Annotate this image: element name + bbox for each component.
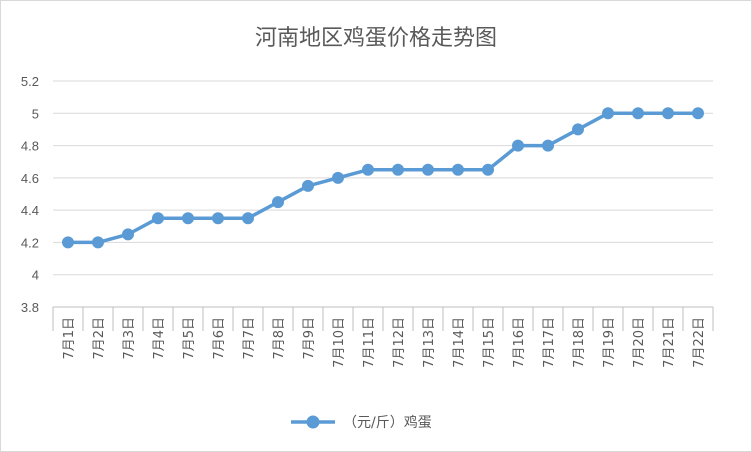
data-point[interactable]	[572, 123, 584, 136]
x-tick-label: 7月22日	[692, 317, 707, 368]
y-tick-label: 5.2	[21, 74, 39, 89]
gridlines	[53, 80, 713, 308]
x-tick-label: 7月16日	[512, 317, 527, 368]
data-point[interactable]	[422, 163, 434, 176]
y-tick-label: 4.6	[21, 171, 39, 186]
x-tick-label: 7月5日	[182, 317, 197, 360]
x-tick-label: 7月19日	[602, 317, 617, 368]
y-tick-label: 3.8	[21, 300, 39, 315]
x-tick-label: 7月12日	[392, 317, 407, 368]
data-point[interactable]	[542, 139, 554, 152]
x-tick-label: 7月20日	[632, 317, 647, 368]
y-tick-label: 4.2	[21, 235, 39, 250]
data-point[interactable]	[122, 228, 134, 241]
x-tick-label: 7月15日	[482, 317, 497, 368]
series-layer	[62, 107, 704, 249]
x-tick-label: 7月8日	[272, 317, 287, 360]
data-point[interactable]	[482, 163, 494, 176]
series-line-eggs	[66, 111, 700, 245]
y-tick-label: 4.8	[21, 139, 39, 154]
x-tick-label: 7月1日	[62, 317, 77, 360]
x-tick-label: 7月2日	[92, 317, 107, 360]
x-tick-label: 7月10日	[332, 317, 347, 368]
x-tick-label: 7月6日	[212, 317, 227, 360]
data-point[interactable]	[62, 236, 74, 249]
data-point[interactable]	[632, 107, 644, 120]
data-point[interactable]	[182, 212, 194, 225]
data-point[interactable]	[452, 163, 464, 176]
data-point[interactable]	[92, 236, 104, 249]
data-point[interactable]	[152, 212, 164, 225]
x-tick-label: 7月21日	[662, 317, 677, 368]
data-point[interactable]	[362, 163, 374, 176]
x-tick-label: 7月3日	[122, 317, 137, 360]
legend-label: （元/斤）鸡蛋	[343, 414, 432, 431]
data-point[interactable]	[332, 171, 344, 184]
data-point[interactable]	[272, 196, 284, 209]
y-axis-ticks: 3.8 4 4.2 4.4 4.6 4.8 5 5.2	[21, 74, 39, 315]
chart-title: 河南地区鸡蛋价格走势图	[255, 26, 497, 51]
y-tick-label: 4.4	[21, 203, 39, 218]
x-tick-label: 7月18日	[572, 317, 587, 368]
data-point[interactable]	[392, 163, 404, 176]
legend[interactable]: （元/斤）鸡蛋	[291, 414, 432, 431]
data-point[interactable]	[692, 107, 704, 120]
y-tick-label: 5	[32, 106, 39, 121]
x-tick-label: 7月11日	[362, 317, 377, 368]
data-point[interactable]	[242, 212, 254, 225]
y-tick-label: 4	[32, 268, 39, 283]
data-point[interactable]	[602, 107, 614, 120]
x-tick-label: 7月14日	[452, 317, 467, 368]
x-tick-label: 7月17日	[542, 317, 557, 368]
data-point[interactable]	[512, 139, 524, 152]
x-tick-label: 7月9日	[302, 317, 317, 360]
x-tick-label: 7月7日	[242, 317, 257, 360]
legend-marker	[306, 415, 320, 429]
data-point[interactable]	[212, 212, 224, 225]
x-axis-ticks: 7月1日 7月2日 7月3日 7月4日 7月5日 7月6日 7月7日 7月8日 7月9日 7月10…	[52, 307, 714, 368]
data-point[interactable]	[662, 107, 674, 120]
data-point[interactable]	[302, 179, 314, 192]
x-tick-label: 7月13日	[422, 317, 437, 368]
x-tick-label: 7月4日	[152, 317, 167, 360]
